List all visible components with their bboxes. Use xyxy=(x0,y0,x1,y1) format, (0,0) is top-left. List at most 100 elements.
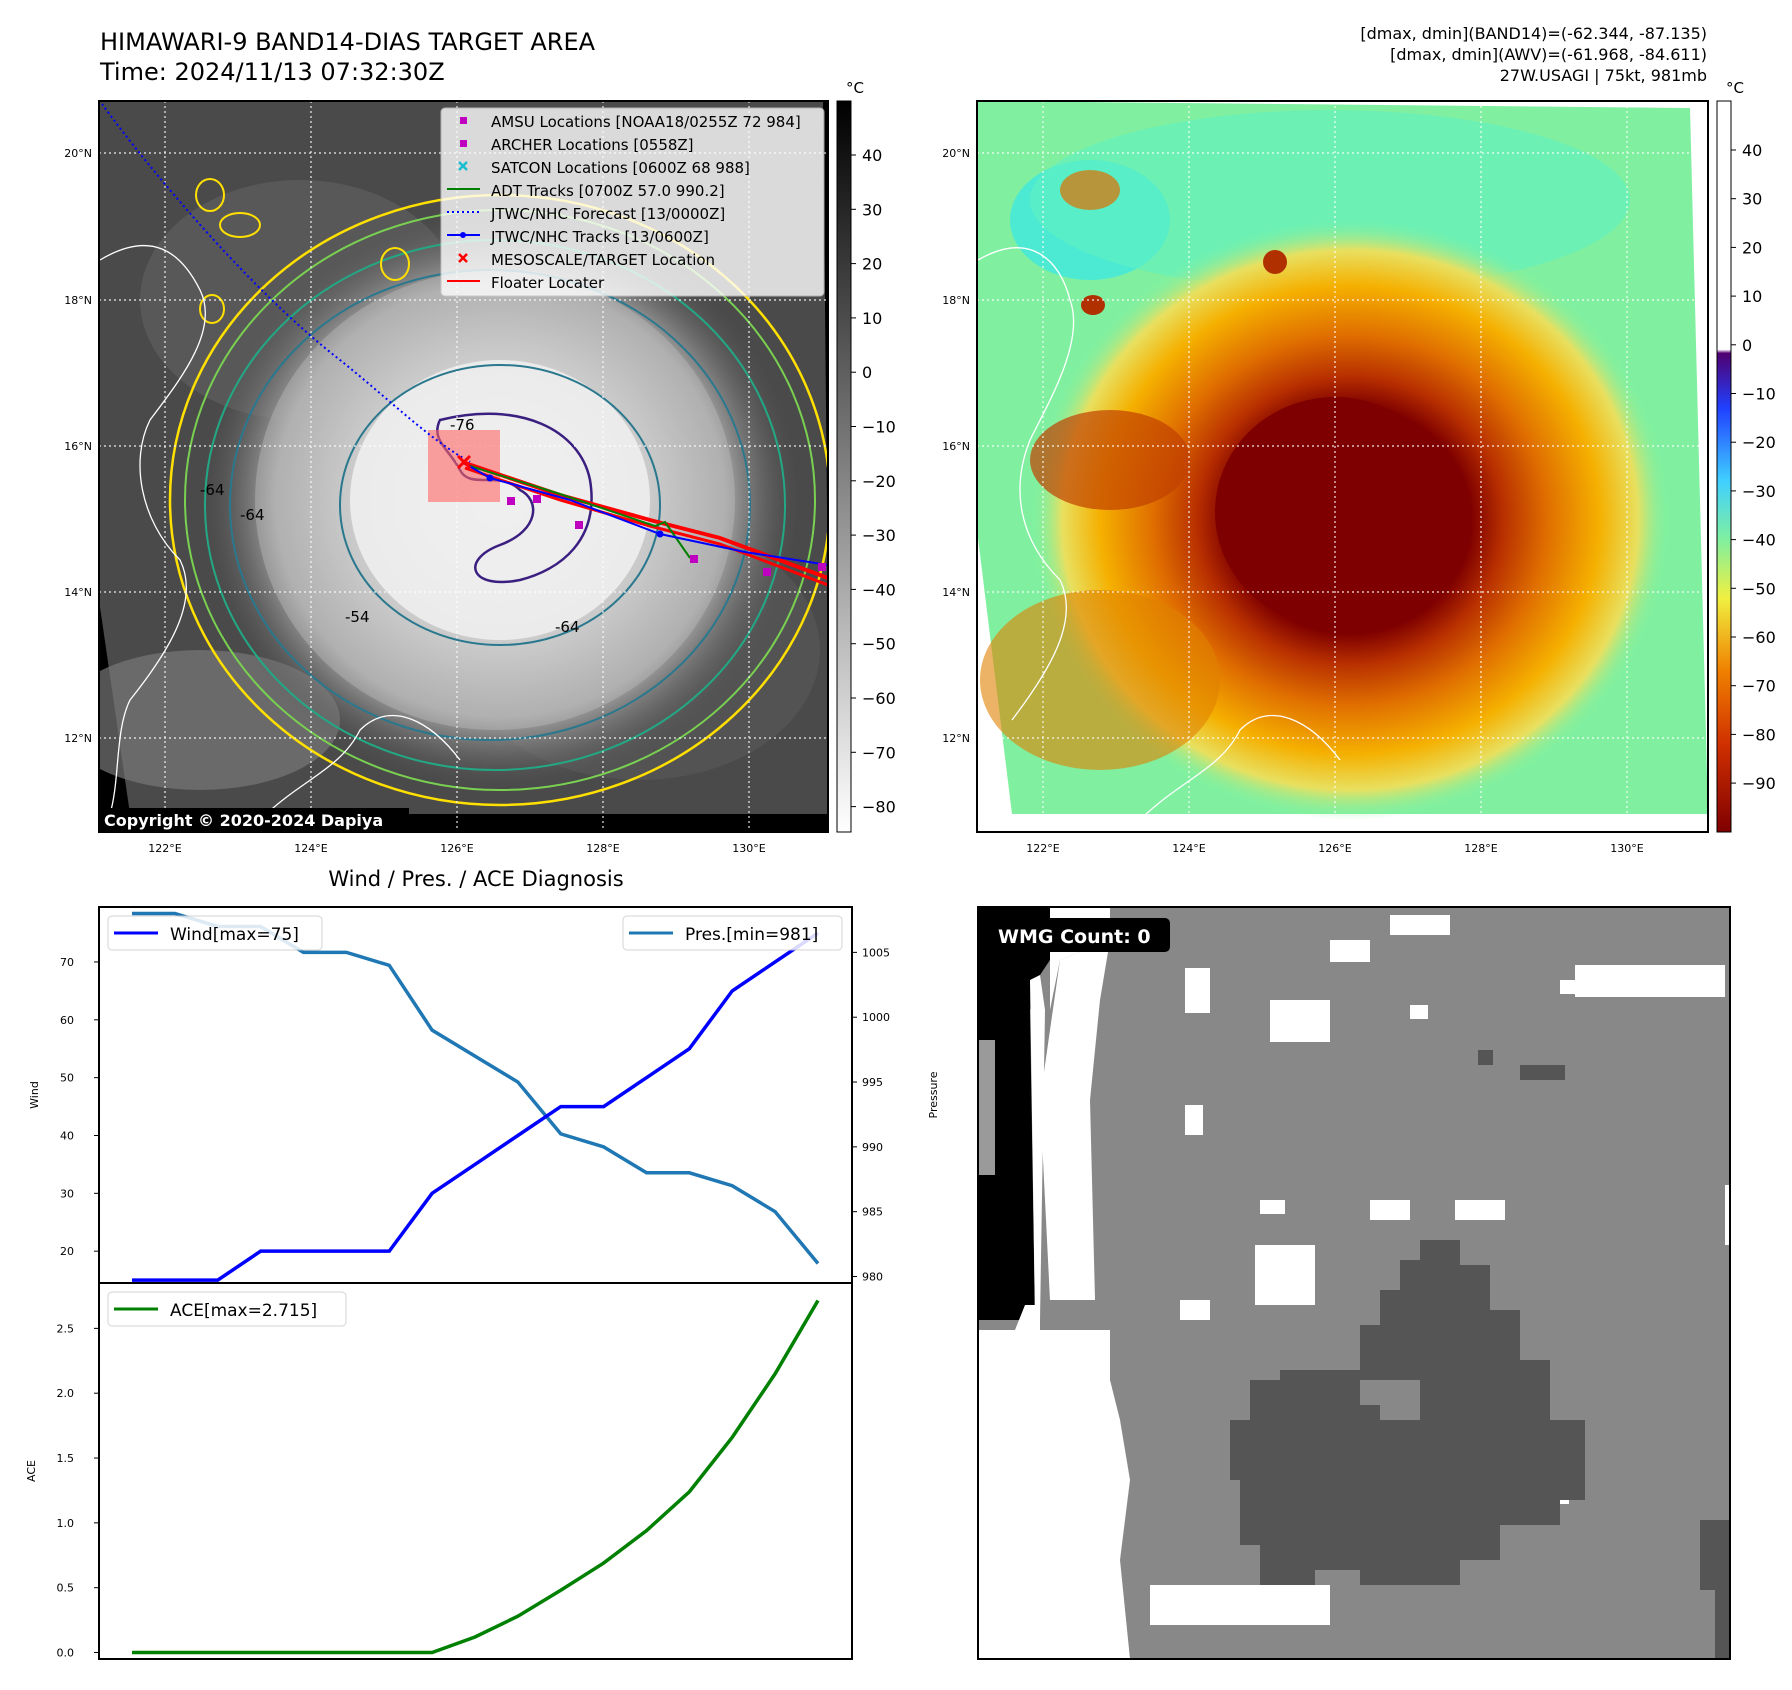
awv-colorbar-label-13: −90 xyxy=(1742,774,1776,793)
awv-colorbar-label-0: 40 xyxy=(1742,141,1762,160)
wind-ytick-label-4: 60 xyxy=(60,1014,74,1027)
awv-colorbar-label-4: 0 xyxy=(1742,336,1752,355)
awv-lon-128: 128°E xyxy=(1464,842,1497,855)
diagnosis-title: Wind / Pres. / ACE Diagnosis xyxy=(328,867,623,891)
contour-label-3: -64 xyxy=(240,506,265,524)
awv-lat-12: 12°N xyxy=(942,732,970,745)
awv-colorbar-label-5: −10 xyxy=(1742,385,1776,404)
pressure-legend: Pres.[min=981] xyxy=(622,915,843,951)
awv-colorbar-label-11: −70 xyxy=(1742,677,1776,696)
ir-colorbar-label-11: −70 xyxy=(862,743,896,762)
contour-label-5: -64 xyxy=(555,618,580,636)
awv-lon-122: 122°E xyxy=(1026,842,1059,855)
ace-series-line xyxy=(132,1299,820,1655)
awv-lon-130: 130°E xyxy=(1610,842,1643,855)
copyright-label: Copyright © 2020-2024 Dapiya xyxy=(104,811,383,830)
ir-lat-20: 20°N xyxy=(64,147,92,160)
awv-lon-124: 124°E xyxy=(1172,842,1205,855)
wind-legend-label: Wind[max=75] xyxy=(170,925,299,945)
pressure-ytick-label-5: 1005 xyxy=(862,946,890,959)
ir-colorbar: °C 40 30 20 10 0 −10 −20 −30 −40 −50 −60 −70 −80 xyxy=(836,79,896,833)
legend-label-satcon: SATCON Locations [0600Z 68 988] xyxy=(491,159,750,177)
contour-label-2: -64 xyxy=(200,481,225,499)
wmg-count-label: WMG Count: 0 xyxy=(998,926,1151,948)
ir-colorbar-label-6: −20 xyxy=(862,472,896,491)
contour-label-1: -76 xyxy=(450,416,475,434)
legend-label-forecast: JTWC/NHC Forecast [13/0000Z] xyxy=(490,205,725,223)
pressure-axis-label: Pressure xyxy=(927,1071,940,1118)
ir-colorbar-label-10: −60 xyxy=(862,689,896,708)
figure-title: HIMAWARI-9 BAND14-DIAS TARGET AREA xyxy=(100,28,596,56)
pressure-ytick-label-3: 995 xyxy=(862,1076,883,1089)
ir-legend: AMSU Locations [NOAA18/0255Z 72 984] ARC… xyxy=(440,107,825,297)
awv-colorbar-label-10: −60 xyxy=(1742,628,1776,647)
ace-axis-label: ACE xyxy=(25,1460,38,1482)
legend-archer-icon xyxy=(460,140,467,147)
info-storm-summary: 27W.USAGI | 75kt, 981mb xyxy=(1500,66,1707,85)
awv-colorbar-label-7: −30 xyxy=(1742,482,1776,501)
figure-time: Time: 2024/11/13 07:32:30Z xyxy=(99,58,445,86)
awv-colorbar-label-12: −80 xyxy=(1742,725,1776,744)
ir-lon-130: 130°E xyxy=(732,842,765,855)
wind-pressure-plot: 20 30 40 50 60 70 980 985 990 995 1000 1005 Wind Pr… xyxy=(28,906,940,1284)
awv-lat-16: 16°N xyxy=(942,440,970,453)
legend-satcon-icon xyxy=(458,161,468,171)
awv-colorbar-label-2: 20 xyxy=(1742,238,1762,257)
ir-colorbar-label-1: 30 xyxy=(862,200,882,219)
ir-lon-128: 128°E xyxy=(586,842,619,855)
wind-ytick-label-1: 30 xyxy=(60,1187,74,1200)
ir-colorbar-label-9: −50 xyxy=(862,635,896,654)
ir-lat-18: 18°N xyxy=(64,294,92,307)
wind-axis-label: Wind xyxy=(28,1081,41,1109)
ir-colorbar-label-4: 0 xyxy=(862,363,872,382)
legend-label-jtwc: JTWC/NHC Tracks [13/0600Z] xyxy=(490,228,709,246)
legend-label-target: MESOSCALE/TARGET Location xyxy=(491,251,715,269)
ace-legend: ACE[max=2.715] xyxy=(107,1291,347,1327)
wind-ytick-label-0: 20 xyxy=(60,1245,74,1258)
ace-ytick-label-5: 2.5 xyxy=(57,1322,75,1335)
awv-colorbar-label-9: −50 xyxy=(1742,579,1776,598)
wmg-panel: WMG Count: 0 xyxy=(977,906,1731,1660)
ace-ytick-label-0: 0.0 xyxy=(57,1647,75,1660)
wind-ytick-label-2: 40 xyxy=(60,1129,74,1142)
wind-legend: Wind[max=75] xyxy=(107,915,323,951)
ace-plot: 0.0 0.5 1.0 1.5 2.0 2.5 ACE ACE[max=2.715] xyxy=(25,1282,853,1660)
awv-lat-20: 20°N xyxy=(942,147,970,160)
awv-map-panel xyxy=(976,100,1709,833)
ir-lon-124: 124°E xyxy=(294,842,327,855)
awv-lat-14: 14°N xyxy=(942,586,970,599)
wind-ytick-label-3: 50 xyxy=(60,1072,74,1085)
awv-colorbar-label-6: −20 xyxy=(1742,433,1776,452)
ir-colorbar-label-0: 40 xyxy=(862,146,882,165)
legend-label-floater: Floater Locater xyxy=(491,274,605,292)
legend-target-icon xyxy=(458,253,468,263)
ir-lat-12: 12°N xyxy=(64,732,92,745)
ace-ytick-label-1: 0.5 xyxy=(57,1582,75,1595)
awv-lon-126: 126°E xyxy=(1318,842,1351,855)
ir-map-panel: -76 -64 -64 -54 -64 Copyright © 2020-202… xyxy=(98,100,829,833)
awv-colorbar-label-3: 10 xyxy=(1742,287,1762,306)
info-awv-range: [dmax, dmin](AWV)=(-61.968, -84.611) xyxy=(1390,45,1707,64)
legend-label-adt: ADT Tracks [0700Z 57.0 990.2] xyxy=(491,182,725,200)
ir-colorbar-label-12: −80 xyxy=(862,798,896,817)
ir-lat-16: 16°N xyxy=(64,440,92,453)
legend-label-archer: ARCHER Locations [0558Z] xyxy=(491,136,694,154)
ir-lon-126: 126°E xyxy=(440,842,473,855)
pressure-legend-label: Pres.[min=981] xyxy=(685,925,818,945)
legend-label-amsu: AMSU Locations [NOAA18/0255Z 72 984] xyxy=(491,113,801,131)
ace-ytick-label-2: 1.0 xyxy=(57,1517,75,1530)
awv-colorbar-label-1: 30 xyxy=(1742,190,1762,209)
pressure-ytick-label-1: 985 xyxy=(862,1206,883,1219)
contour-label-4: -54 xyxy=(345,608,370,626)
wind-series-line xyxy=(132,931,819,1282)
ace-ytick-label-3: 1.5 xyxy=(57,1452,75,1465)
ir-colorbar-label-8: −40 xyxy=(862,580,896,599)
pressure-ytick-label-4: 1000 xyxy=(862,1011,890,1024)
wind-ytick-label-5: 70 xyxy=(60,956,74,969)
legend-jtwc-icon xyxy=(447,232,480,238)
ir-lon-122: 122°E xyxy=(148,842,181,855)
awv-lat-18: 18°N xyxy=(942,294,970,307)
info-band14-range: [dmax, dmin](BAND14)=(-62.344, -87.135) xyxy=(1360,24,1707,43)
ir-colorbar-label-5: −10 xyxy=(862,418,896,437)
